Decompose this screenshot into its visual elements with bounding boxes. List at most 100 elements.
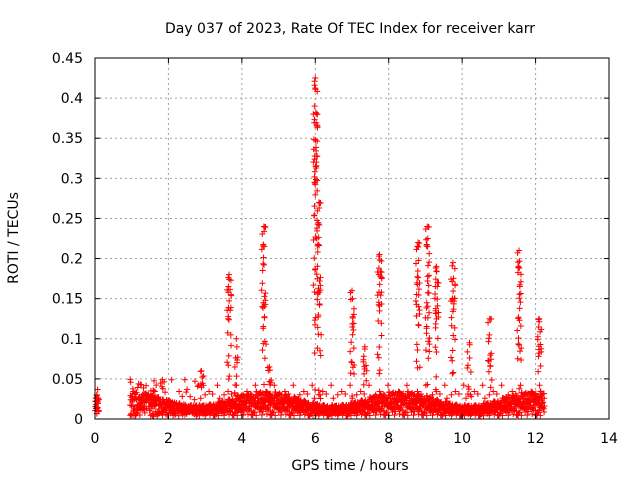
data-point <box>534 408 541 415</box>
x-tick-label: 0 <box>91 431 100 447</box>
data-point <box>194 383 201 390</box>
data-point <box>349 287 355 294</box>
data-point <box>152 401 159 408</box>
y-tick-label: 0.1 <box>61 332 83 348</box>
data-point <box>485 338 492 345</box>
data-point <box>451 265 458 272</box>
data-point <box>467 407 474 414</box>
data-point <box>272 412 279 419</box>
data-point <box>376 302 383 309</box>
data-point <box>263 341 270 348</box>
data-point <box>384 382 391 389</box>
data-point <box>244 411 251 418</box>
data-point <box>375 317 382 324</box>
x-tick-label: 4 <box>237 431 246 447</box>
data-point <box>288 409 295 416</box>
data-point <box>315 311 322 318</box>
data-point <box>323 390 330 397</box>
data-point <box>260 254 267 261</box>
data-point <box>402 408 409 415</box>
data-point <box>316 289 323 296</box>
data-point <box>228 342 235 349</box>
data-point <box>233 343 240 350</box>
data-point <box>198 367 205 374</box>
x-tick-label: 2 <box>164 431 173 447</box>
data-point <box>314 324 321 331</box>
data-point <box>282 411 289 418</box>
data-point <box>414 392 421 399</box>
data-point <box>425 338 432 345</box>
data-point <box>360 381 367 388</box>
data-point <box>363 377 370 384</box>
data-point <box>304 390 311 397</box>
data-point <box>423 299 430 306</box>
data-point <box>537 412 544 419</box>
data-point <box>449 347 456 354</box>
data-point <box>268 394 275 401</box>
data-point <box>216 395 223 402</box>
data-point <box>536 407 543 414</box>
x-tick-label: 8 <box>384 431 393 447</box>
data-point <box>536 315 543 322</box>
data-point <box>423 412 430 419</box>
data-point <box>168 376 175 383</box>
data-point <box>375 265 382 272</box>
data-point <box>415 257 422 264</box>
data-point <box>455 390 462 397</box>
data-point <box>282 392 289 399</box>
data-point <box>424 235 431 242</box>
data-point <box>209 390 216 397</box>
data-point <box>240 412 247 419</box>
data-point <box>541 403 548 410</box>
data-point <box>253 412 260 419</box>
data-point <box>485 368 492 375</box>
data-point <box>432 276 439 283</box>
data-point <box>291 412 298 419</box>
data-point <box>415 274 422 281</box>
data-point <box>312 181 319 188</box>
data-point <box>314 88 321 95</box>
data-point <box>234 412 241 419</box>
data-point <box>349 295 356 302</box>
y-tick-label: 0.4 <box>61 91 83 107</box>
data-point <box>449 259 456 266</box>
data-point <box>378 289 385 296</box>
data-point <box>349 359 356 366</box>
data-point <box>183 389 190 396</box>
data-point <box>225 283 232 290</box>
data-point <box>422 347 429 354</box>
data-point <box>290 382 297 389</box>
data-point <box>317 395 324 402</box>
data-point <box>518 412 525 419</box>
data-point <box>400 390 407 397</box>
data-point <box>464 348 471 355</box>
data-point <box>471 388 478 395</box>
data-point <box>313 119 320 126</box>
data-point <box>536 382 543 389</box>
data-point <box>133 389 140 396</box>
data-point <box>366 412 373 419</box>
data-point <box>316 302 323 309</box>
data-point <box>462 395 469 402</box>
data-point <box>233 359 240 366</box>
data-point <box>416 310 423 317</box>
data-point <box>421 409 428 416</box>
data-point <box>224 329 231 336</box>
data-point <box>426 341 433 348</box>
data-point <box>334 391 341 398</box>
data-point <box>202 391 209 398</box>
data-point <box>426 348 433 355</box>
data-point <box>153 382 160 389</box>
data-point <box>450 369 457 376</box>
data-point <box>198 384 205 391</box>
data-point <box>499 412 506 419</box>
data-point <box>450 287 457 294</box>
data-point <box>486 331 493 338</box>
data-point <box>490 388 497 395</box>
data-point <box>498 382 505 389</box>
data-point <box>138 381 145 388</box>
data-point <box>225 274 232 281</box>
data-point <box>277 412 284 419</box>
grid <box>95 58 609 419</box>
data-point <box>423 330 430 337</box>
